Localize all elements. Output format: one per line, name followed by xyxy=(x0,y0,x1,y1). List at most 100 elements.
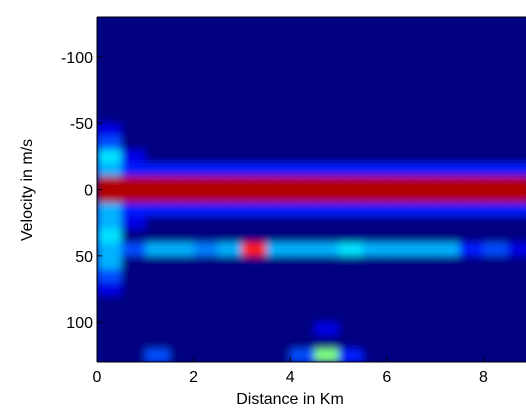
heatmap-cell xyxy=(241,308,267,323)
heatmap-cell xyxy=(507,70,526,84)
heatmap-cell xyxy=(435,242,460,257)
heatmap-cell xyxy=(362,189,388,204)
heatmap-cell xyxy=(121,70,146,84)
heatmap-cell xyxy=(435,216,460,230)
heatmap-cell xyxy=(266,308,291,323)
heatmap-cell xyxy=(97,216,122,230)
heatmap-cell xyxy=(386,176,412,190)
heatmap-cell xyxy=(362,295,388,310)
heatmap-cell xyxy=(169,229,195,244)
heatmap-cell xyxy=(266,136,291,151)
heatmap-cell xyxy=(217,202,243,217)
heatmap-cell xyxy=(169,242,195,257)
heatmap-cell xyxy=(435,269,460,283)
heatmap-cell xyxy=(217,189,243,204)
heatmap-cell xyxy=(362,17,388,31)
heatmap-cell xyxy=(459,189,484,204)
heatmap-cell xyxy=(121,216,146,230)
heatmap-cell xyxy=(241,229,267,244)
heatmap-cell xyxy=(459,335,484,350)
heatmap-cell xyxy=(145,30,170,45)
heatmap-cell xyxy=(411,189,436,204)
heatmap-cell xyxy=(241,96,267,111)
heatmap-cell xyxy=(217,123,243,137)
heatmap-cell xyxy=(507,83,526,98)
heatmap-cell xyxy=(314,335,340,350)
heatmap-cell xyxy=(169,176,195,190)
heatmap xyxy=(97,17,526,362)
heatmap-cell xyxy=(97,70,122,84)
heatmap-cell xyxy=(193,282,219,297)
heatmap-cell xyxy=(435,229,460,244)
heatmap-cell xyxy=(362,229,388,244)
x-tick-label: 4 xyxy=(286,369,295,386)
heatmap-cell xyxy=(193,162,219,177)
heatmap-cell xyxy=(290,96,315,111)
heatmap-cell xyxy=(145,162,170,177)
heatmap-cell xyxy=(483,202,509,217)
heatmap-cell xyxy=(266,96,291,111)
heatmap-cell xyxy=(241,109,267,124)
heatmap-cell xyxy=(193,269,219,283)
heatmap-cell xyxy=(290,109,315,124)
heatmap-cell xyxy=(97,269,122,283)
heatmap-cell xyxy=(217,109,243,124)
axes: -100 -50 0 50 100 0 2 4 6 8 xyxy=(61,16,526,386)
heatmap-cell xyxy=(290,242,315,257)
heatmap-cell xyxy=(507,123,526,137)
heatmap-cell xyxy=(217,242,243,257)
heatmap-cell xyxy=(145,17,170,31)
heatmap-cell xyxy=(193,176,219,190)
heatmap-cell xyxy=(121,189,146,204)
heatmap-cell xyxy=(507,308,526,323)
heatmap-cell xyxy=(145,348,170,362)
heatmap-cell xyxy=(290,30,315,45)
heatmap-cell xyxy=(507,269,526,283)
heatmap-cell xyxy=(507,216,526,230)
heatmap-cell xyxy=(217,70,243,84)
heatmap-cell xyxy=(193,189,219,204)
heatmap-cell xyxy=(314,269,340,283)
heatmap-cell xyxy=(145,56,170,71)
heatmap-cell xyxy=(217,162,243,177)
heatmap-cell xyxy=(435,149,460,164)
heatmap-cell xyxy=(241,17,267,31)
heatmap-cell xyxy=(193,202,219,217)
heatmap-cell xyxy=(169,216,195,230)
heatmap-cell xyxy=(338,295,364,310)
heatmap-cell xyxy=(266,56,291,71)
heatmap-cell xyxy=(145,202,170,217)
heatmap-cell xyxy=(121,56,146,71)
heatmap-cell xyxy=(169,43,195,58)
heatmap-cell xyxy=(435,96,460,111)
heatmap-cell xyxy=(362,335,388,350)
heatmap-cell xyxy=(121,255,146,270)
heatmap-cell xyxy=(411,282,436,297)
heatmap-cell xyxy=(217,176,243,190)
heatmap-cell xyxy=(193,242,219,257)
heatmap-cell xyxy=(290,123,315,137)
heatmap-cell xyxy=(386,308,412,323)
heatmap-cell xyxy=(362,216,388,230)
heatmap-cell xyxy=(411,242,436,257)
heatmap-cell xyxy=(314,295,340,310)
heatmap-cell xyxy=(193,109,219,124)
heatmap-cell xyxy=(338,255,364,270)
heatmap-cell xyxy=(266,255,291,270)
heatmap-cell xyxy=(507,282,526,297)
heatmap-cell xyxy=(169,202,195,217)
heatmap-cell xyxy=(121,202,146,217)
heatmap-cell xyxy=(145,255,170,270)
heatmap-cell xyxy=(362,56,388,71)
heatmap-cell xyxy=(169,269,195,283)
heatmap-cell xyxy=(97,295,122,310)
heatmap-cell xyxy=(193,229,219,244)
heatmap-cell xyxy=(97,176,122,190)
heatmap-cell xyxy=(217,43,243,58)
heatmap-cell xyxy=(266,70,291,84)
heatmap-cell xyxy=(145,229,170,244)
heatmap-cell xyxy=(386,229,412,244)
heatmap-cell xyxy=(338,30,364,45)
heatmap-cell xyxy=(338,136,364,151)
heatmap-cell xyxy=(362,96,388,111)
